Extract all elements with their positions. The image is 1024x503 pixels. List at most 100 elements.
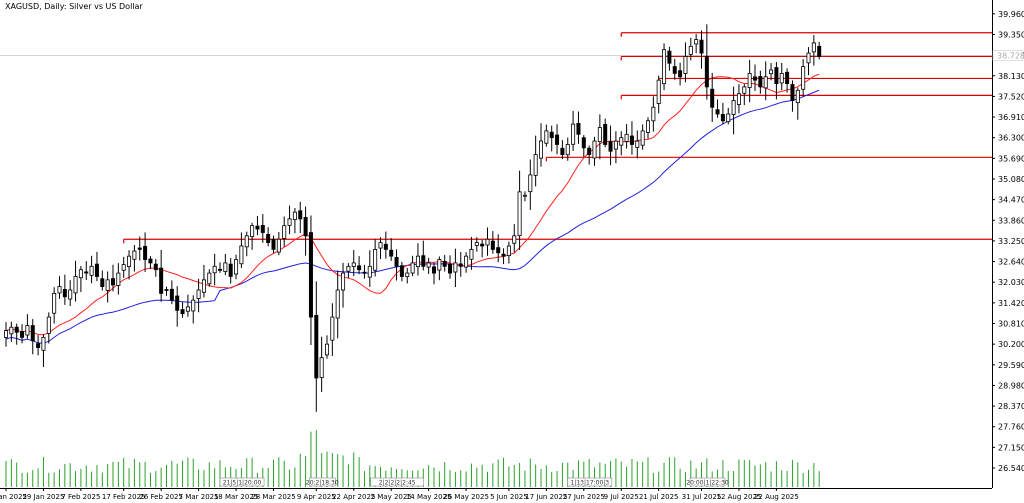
candle-body [442, 261, 447, 267]
candle-body [512, 235, 517, 244]
candle-body [506, 245, 511, 256]
candle [613, 131, 618, 164]
candle [736, 84, 741, 114]
candle [303, 206, 308, 256]
candle-body [9, 326, 14, 335]
event-marker[interactable]: 20:00|1|22:30 [686, 477, 729, 487]
ma-fast-line [5, 73, 820, 336]
candle-body [458, 263, 463, 267]
candle [276, 232, 281, 256]
candle-body [4, 330, 9, 338]
candle-body [373, 248, 378, 271]
candle-body [335, 289, 340, 319]
candle-body [217, 268, 222, 271]
candle [662, 43, 667, 91]
event-marker[interactable]: 21|5|1|20:00 [219, 477, 265, 487]
candle-body [84, 271, 89, 274]
candle [287, 205, 292, 235]
candle-body [239, 245, 244, 265]
candle-body [576, 123, 581, 135]
candle [758, 70, 763, 94]
candle-body [341, 272, 346, 291]
candle-body [46, 316, 51, 334]
event-marker[interactable]: 2|2|2|2|2:45 [370, 477, 425, 487]
candle [201, 264, 206, 298]
candle [453, 248, 458, 288]
candle [731, 86, 736, 135]
candle-body [806, 52, 811, 64]
candle-body [20, 331, 25, 338]
candle-body [480, 243, 485, 247]
candle [121, 256, 126, 278]
candle [555, 124, 560, 155]
candle [774, 62, 779, 100]
candle [308, 215, 313, 346]
candle [319, 336, 324, 393]
time-tick-label: 7 Mar 2025 [179, 493, 219, 501]
price-axis[interactable]: 39.96039.35038.74038.13037.52036.91036.3… [992, 10, 1024, 473]
candle [576, 111, 581, 144]
candle [212, 253, 217, 286]
candle [116, 263, 121, 295]
candle [517, 170, 522, 250]
candle-body [41, 336, 46, 351]
candle [255, 216, 260, 236]
time-tick-label: 20 Jan 2025 [0, 493, 27, 501]
candle [790, 80, 795, 112]
candle [362, 264, 367, 279]
candle-body [704, 56, 709, 88]
candles [4, 24, 822, 412]
candle-body [244, 235, 249, 248]
current-price-marker[interactable]: 38.728 [992, 50, 1024, 61]
candle-body [522, 194, 527, 197]
time-tick-label: 17 Jun 2025 [525, 493, 567, 501]
event-markers[interactable]: 21|5|1|20:00 20:2|18:30 2|2|2|2|2:45 1|13|1… [219, 477, 729, 487]
candle-body [153, 263, 158, 271]
time-tick-label: 17 Feb 2025 [102, 493, 146, 501]
candle-body [357, 265, 362, 271]
candle-body [549, 131, 554, 139]
candle [629, 121, 634, 155]
candle-body [324, 343, 329, 356]
candle [132, 244, 137, 272]
price-tick-label: 39.350 [998, 30, 1024, 39]
candle-body [351, 262, 356, 267]
event-marker[interactable]: 20:2|18:30 [306, 477, 339, 487]
candle [298, 201, 303, 233]
candle [207, 269, 212, 287]
event-marker[interactable]: 1|13|17:00|3 [567, 477, 613, 487]
candle [330, 303, 335, 356]
price-tick-label: 39.960 [998, 10, 1024, 19]
candle-body [726, 113, 731, 123]
candle [410, 255, 415, 277]
event-marker-box [219, 477, 265, 487]
current-price-label: 38.728 [997, 52, 1024, 61]
time-tick-label: 22 Aug 2025 [754, 493, 799, 501]
candle [496, 234, 501, 263]
candle-body [640, 130, 645, 146]
candle-body [132, 250, 137, 260]
candle [105, 271, 110, 303]
candle [153, 259, 158, 277]
candle-body [405, 272, 410, 277]
price-tick-label: 26.540 [998, 464, 1024, 473]
candle [143, 232, 148, 272]
candle [52, 287, 57, 324]
candle-body [688, 45, 693, 55]
candle [533, 135, 538, 187]
price-tick-label: 33.860 [998, 216, 1024, 225]
chart-frame [0, 0, 993, 489]
candle-body [228, 263, 233, 277]
candle-body [753, 76, 758, 81]
candle-body [57, 286, 62, 294]
candle-body [656, 79, 661, 104]
candle [415, 243, 420, 276]
candle-body [362, 271, 367, 274]
candle [271, 235, 276, 254]
candle-body [73, 276, 78, 294]
candle-body [565, 144, 570, 156]
time-tick-label: 9 Jul 2025 [604, 493, 639, 501]
